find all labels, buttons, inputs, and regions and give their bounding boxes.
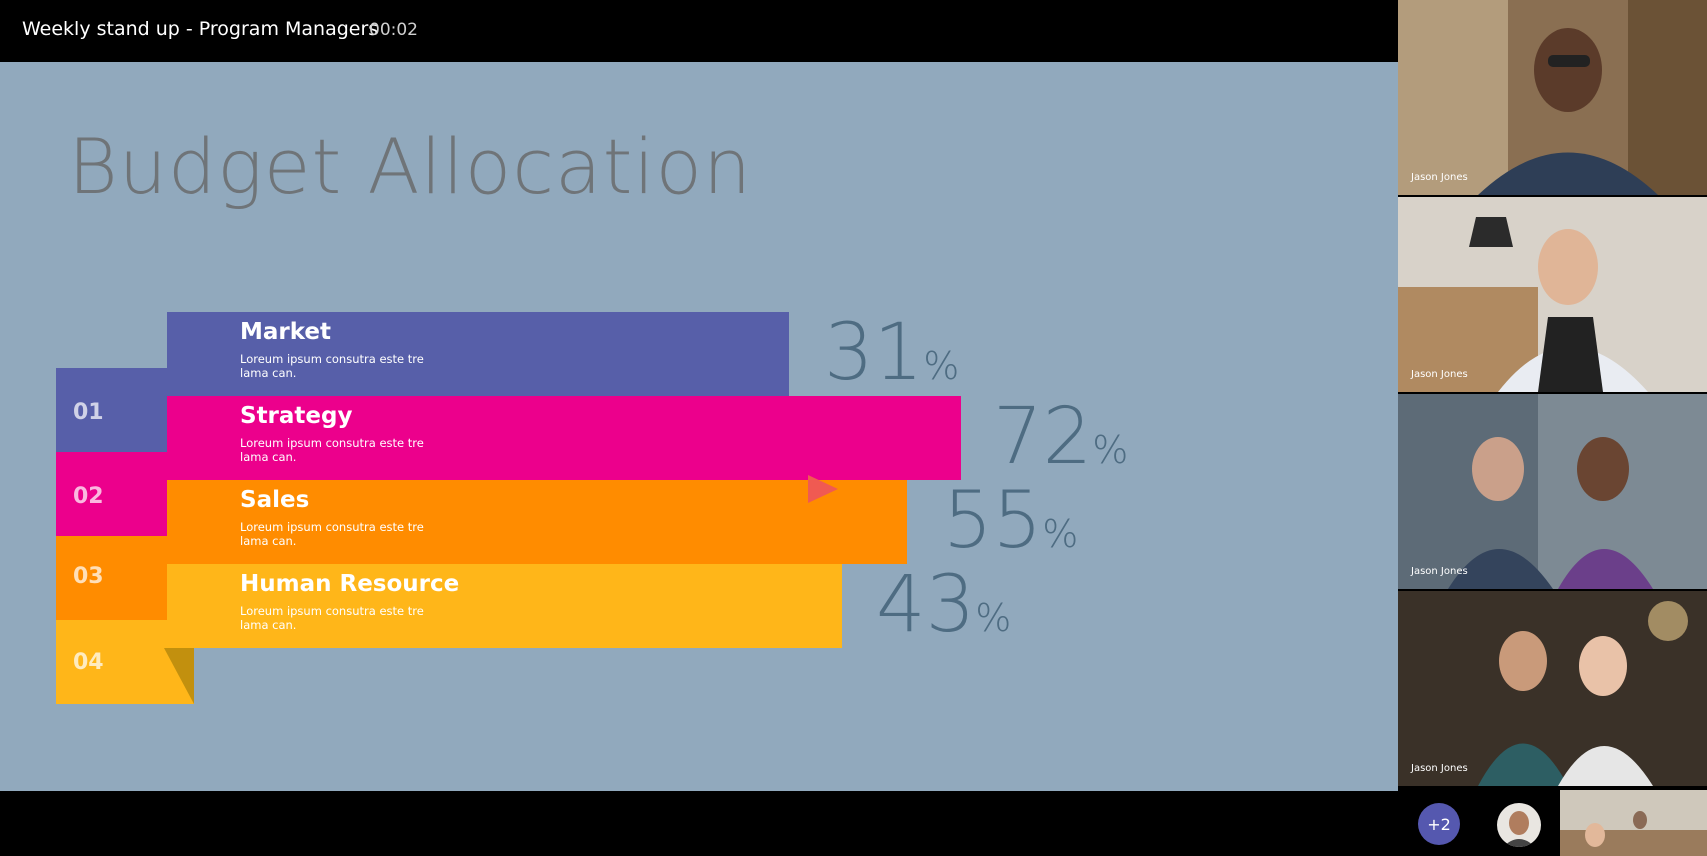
- band-label: Market: [240, 319, 332, 345]
- shared-slide: Budget Allocation 01 02 03 04 Market Lor…: [0, 62, 1398, 791]
- avatar[interactable]: [1497, 803, 1541, 847]
- budget-band-market: Market Loreum ipsum consutra este tre la…: [167, 312, 789, 396]
- band-description: Loreum ipsum consutra este tre lama can.: [240, 520, 424, 548]
- percent-value: 43%: [876, 560, 1012, 650]
- band-label: Strategy: [240, 403, 353, 429]
- more-participants-button[interactable]: +2: [1418, 803, 1460, 845]
- participant-name: Jason Jones: [1411, 566, 1468, 577]
- participant-gallery: Jason Jones Jason Jones Jason Jones: [1398, 0, 1707, 856]
- participant-tile[interactable]: Jason Jones: [1398, 394, 1707, 589]
- participant-video: [1398, 0, 1707, 195]
- participant-tile[interactable]: Jason Jones: [1398, 197, 1707, 392]
- percent-value: 31%: [824, 308, 960, 398]
- laser-pointer-icon: [808, 475, 838, 503]
- participant-tile[interactable]: Jason Jones: [1398, 591, 1707, 786]
- row-number: 03: [73, 564, 104, 589]
- participant-name: Jason Jones: [1411, 763, 1468, 774]
- band-description: Loreum ipsum consutra este tre lama can.: [240, 604, 424, 632]
- band-label: Human Resource: [240, 571, 460, 597]
- percent-value: 72%: [993, 392, 1129, 482]
- meeting-header: Weekly stand up - Program Managers 00:02: [0, 0, 1398, 62]
- percent-value: 55%: [943, 476, 1079, 566]
- slide-title: Budget Allocation: [68, 122, 753, 211]
- budget-band-human-resource: Human Resource Loreum ipsum consutra est…: [167, 564, 842, 648]
- row-number-tab: 02: [56, 452, 168, 536]
- budget-band-strategy: Strategy Loreum ipsum consutra este tre …: [167, 396, 961, 480]
- row-number: 01: [73, 400, 104, 425]
- participant-video: [1398, 591, 1707, 786]
- row-number: 04: [73, 650, 104, 675]
- row-number-tab: 01: [56, 368, 168, 452]
- participant-name: Jason Jones: [1411, 369, 1468, 380]
- band-description: Loreum ipsum consutra este tre lama can.: [240, 436, 424, 464]
- participant-tile[interactable]: Jason Jones: [1398, 0, 1707, 195]
- participant-name: Jason Jones: [1411, 172, 1468, 183]
- fold-shadow: [164, 648, 194, 704]
- row-number: 02: [73, 484, 104, 509]
- band-description: Loreum ipsum consutra este tre lama can.: [240, 352, 424, 380]
- meeting-timer: 00:02: [369, 20, 418, 40]
- participant-thumbnail[interactable]: [1560, 790, 1707, 856]
- row-number-tab: 03: [56, 536, 168, 620]
- meeting-title: Weekly stand up - Program Managers: [22, 18, 379, 40]
- participant-video: [1398, 197, 1707, 392]
- participant-video: [1398, 394, 1707, 589]
- band-label: Sales: [240, 487, 310, 513]
- budget-band-sales: Sales Loreum ipsum consutra este tre lam…: [167, 480, 907, 564]
- meeting-footer: [0, 791, 1398, 856]
